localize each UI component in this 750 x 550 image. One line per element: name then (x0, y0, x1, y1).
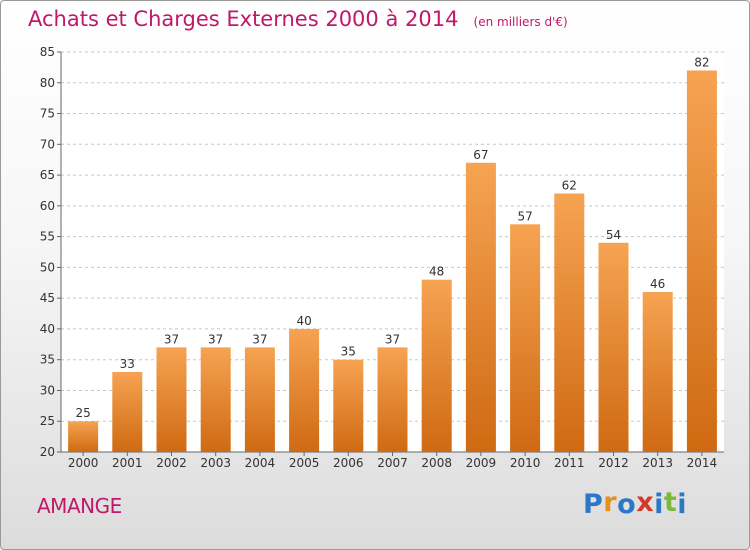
bar-value-label: 37 (385, 332, 400, 346)
x-tick-label: 2006 (333, 456, 364, 470)
bar-value-label: 35 (341, 345, 356, 359)
y-tick-label: 85 (40, 45, 55, 59)
bar (200, 347, 231, 452)
y-tick-label: 25 (40, 414, 55, 428)
bar-value-label: 62 (562, 179, 577, 193)
bar (333, 359, 364, 452)
bar-value-label: 67 (473, 148, 488, 162)
y-tick-label: 50 (40, 260, 55, 274)
bar (686, 70, 717, 452)
x-tick-label: 2005 (289, 456, 320, 470)
logo-letter: P (583, 489, 604, 520)
y-tick-label: 40 (40, 322, 55, 336)
chart-unit-text: (en milliers d'€) (473, 15, 568, 29)
bar (598, 242, 629, 452)
bar-value-label: 37 (208, 332, 223, 346)
x-tick-label: 2013 (642, 456, 673, 470)
x-tick-label: 2011 (554, 456, 585, 470)
bar-value-label: 57 (517, 209, 532, 223)
x-tick-label: 2010 (510, 456, 541, 470)
logo-letter: x (636, 487, 655, 518)
bar-value-label: 25 (75, 406, 90, 420)
logo-letter: i (654, 489, 664, 520)
bar (421, 279, 452, 452)
bar-value-label: 37 (164, 332, 179, 346)
logo-letter: t (663, 487, 678, 518)
logo-letter: r (603, 487, 618, 518)
x-tick-label: 2009 (466, 456, 497, 470)
y-tick-label: 30 (40, 383, 55, 397)
y-tick-label: 20 (40, 445, 55, 459)
bar-value-label: 33 (120, 357, 135, 371)
town-name: AMANGE (37, 494, 122, 518)
bar (510, 224, 541, 452)
bar (156, 347, 187, 452)
y-tick-label: 35 (40, 353, 55, 367)
logo-letter: i (677, 489, 688, 520)
bar-value-label: 46 (650, 277, 665, 291)
y-tick-label: 45 (40, 291, 55, 305)
bar (642, 292, 673, 452)
chart-title: Achats et Charges Externes 2000 à 2014 (… (28, 7, 568, 31)
x-tick-label: 2002 (156, 456, 187, 470)
bar-value-label: 82 (694, 55, 709, 69)
x-tick-label: 2007 (377, 456, 408, 470)
x-tick-label: 2012 (598, 456, 629, 470)
bar (289, 328, 320, 452)
bar (68, 421, 99, 452)
bar (377, 347, 408, 452)
y-tick-label: 80 (40, 76, 55, 90)
y-tick-label: 65 (40, 168, 55, 182)
y-tick-label: 55 (40, 230, 55, 244)
logo-letter: o (617, 489, 637, 520)
x-tick-label: 2001 (112, 456, 143, 470)
proxiti-logo: Proxiti (583, 487, 688, 520)
chart-title-text: Achats et Charges Externes 2000 à 2014 (28, 7, 459, 31)
y-tick-label: 70 (40, 137, 55, 151)
x-tick-label: 2004 (245, 456, 276, 470)
bar (465, 162, 496, 452)
x-tick-label: 2014 (687, 456, 718, 470)
y-tick-label: 75 (40, 107, 55, 121)
bar (112, 372, 143, 452)
y-tick-label: 60 (40, 199, 55, 213)
bar-value-label: 37 (252, 332, 267, 346)
bar (244, 347, 275, 452)
bar-value-label: 48 (429, 265, 444, 279)
bar (554, 193, 585, 453)
x-tick-label: 2008 (421, 456, 452, 470)
x-tick-label: 2000 (68, 456, 99, 470)
x-tick-label: 2003 (200, 456, 231, 470)
bar-value-label: 54 (606, 228, 621, 242)
bar-value-label: 40 (296, 314, 311, 328)
